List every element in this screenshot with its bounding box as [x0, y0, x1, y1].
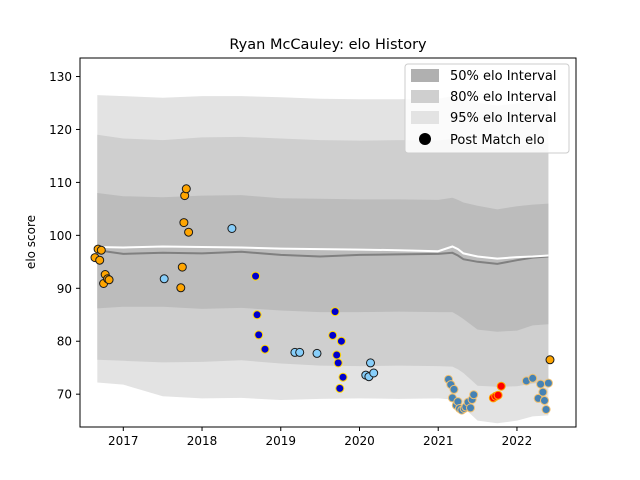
data-point	[252, 310, 262, 320]
data-point	[366, 358, 375, 368]
data-point	[177, 262, 187, 272]
legend-swatch-50	[411, 69, 439, 82]
data-point	[251, 271, 261, 281]
data-point	[540, 396, 549, 405]
data-point	[469, 390, 479, 400]
legend-label-80: 80% elo Interval	[450, 90, 557, 105]
legend-swatch-95	[411, 111, 439, 124]
y-tick-label: 70	[57, 388, 72, 402]
data-point	[312, 348, 322, 358]
data-point	[295, 347, 305, 357]
data-point	[260, 344, 270, 354]
data-point	[336, 336, 346, 346]
data-point	[176, 283, 186, 293]
data-point	[545, 355, 555, 365]
x-tick-label: 2021	[423, 434, 454, 448]
median-elo-line	[97, 249, 549, 265]
data-point	[96, 245, 106, 255]
legend-box	[404, 63, 570, 154]
data-point	[332, 350, 342, 360]
x-tick-label: 2017	[108, 434, 139, 448]
y-tick-label: 80	[57, 335, 72, 349]
data-point	[330, 307, 340, 317]
data-point	[369, 368, 379, 378]
data-point	[227, 224, 237, 233]
legend: 50% elo Interval 80% elo Interval 95% el…	[404, 63, 570, 154]
plot-frame	[79, 57, 577, 428]
data-point	[179, 218, 189, 228]
data-point	[543, 378, 553, 388]
data-point	[496, 381, 506, 391]
post-match-points	[90, 184, 555, 415]
legend-marker-post-match	[419, 133, 431, 145]
x-tick-label: 2019	[265, 434, 296, 448]
x-tick-label: 2020	[344, 434, 375, 448]
data-point	[333, 358, 343, 368]
data-point	[254, 330, 264, 340]
data-point	[538, 387, 548, 397]
y-tick-label: 100	[49, 229, 72, 243]
legend-label-post-match: Post Match elo	[450, 133, 545, 148]
y-axis-label: elo score	[24, 215, 38, 269]
data-point	[338, 372, 348, 382]
data-point	[541, 405, 551, 414]
data-point	[104, 275, 114, 285]
y-axis: 70 80 90 100 110 120 130	[49, 70, 80, 402]
x-tick-label: 2022	[502, 434, 533, 448]
data-point	[181, 184, 191, 194]
band-50-interval	[97, 193, 549, 332]
x-axis: 2017 2018 2019 2020 2021 2022	[108, 427, 532, 448]
chart-title: Ryan McCauley: elo History	[229, 37, 427, 53]
y-tick-label: 90	[57, 282, 72, 296]
data-point	[328, 330, 338, 340]
data-point	[159, 274, 169, 284]
legend-label-95: 95% elo Interval	[450, 111, 557, 126]
data-point	[335, 383, 345, 393]
legend-swatch-80	[411, 90, 439, 103]
data-point	[493, 390, 503, 400]
x-tick-label: 2018	[187, 434, 218, 448]
data-point	[95, 255, 105, 265]
y-tick-label: 120	[49, 123, 72, 137]
data-point	[449, 384, 459, 394]
mean-elo-line	[97, 245, 549, 260]
y-tick-label: 130	[49, 70, 72, 84]
data-point	[466, 403, 475, 413]
y-tick-label: 110	[49, 176, 72, 190]
data-point	[184, 227, 194, 237]
legend-label-50: 50% elo Interval	[450, 69, 557, 84]
data-point	[528, 373, 538, 383]
data-point	[536, 379, 546, 389]
